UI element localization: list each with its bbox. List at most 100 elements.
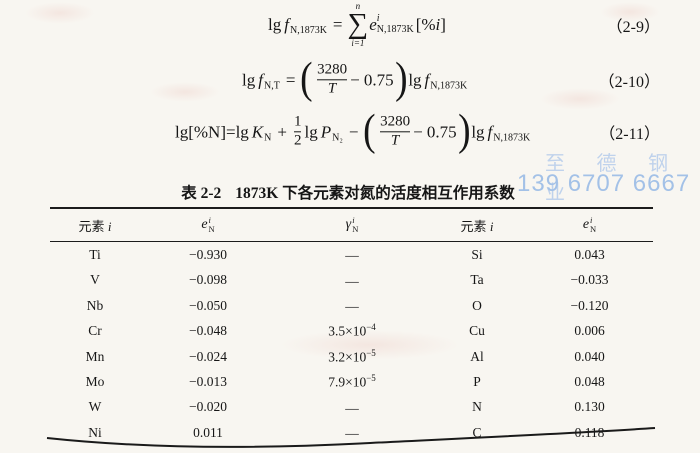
P-subscript: N₂: [332, 132, 343, 144]
lg-operator: lg: [304, 121, 318, 141]
gamma-coefficient: —: [276, 272, 428, 290]
open-paren: (: [300, 53, 313, 103]
equation-number-2-11: （2-11）: [599, 126, 660, 143]
close-paren: ): [457, 105, 471, 155]
f-variable: f: [424, 69, 430, 89]
close-paren: ): [394, 53, 408, 103]
header-element-right: 元素 i: [460, 218, 494, 234]
equation-number-2-9: （2-9）: [606, 19, 660, 36]
e-coefficient-right: −0.033: [570, 272, 609, 288]
gamma-coefficient: 3.5×10−4: [276, 322, 428, 340]
e-coefficient-left: −0.048: [189, 323, 227, 339]
table-row: V −0.098 — Ta −0.033: [50, 268, 653, 293]
gamma-exponent: −5: [366, 373, 376, 384]
fraction-3280-T: 3280 T: [317, 61, 348, 98]
e-coefficient-right: −0.120: [570, 297, 609, 313]
sigma-icon: ∑: [347, 8, 369, 41]
f-variable: f: [284, 14, 289, 34]
f-subscript: N,T: [263, 80, 280, 92]
e-coefficient-left: 0.011: [193, 424, 223, 440]
element-symbol-left: Ti: [89, 247, 101, 263]
gamma-coefficient: —: [276, 297, 428, 315]
e-coefficient-right: 0.043: [574, 247, 605, 263]
e-coefficient-left: −0.930: [189, 247, 227, 263]
scan-smudge: [25, 2, 95, 24]
lg-operator: lg: [471, 121, 485, 141]
fraction-3280-T: 3280 T: [380, 113, 411, 150]
element-symbol-left: W: [88, 399, 102, 415]
equation-number-2-10: （2-10）: [598, 74, 660, 91]
element-symbol-left: Cr: [88, 323, 102, 339]
gamma-base: —: [345, 298, 359, 314]
gamma-coefficient: —: [276, 424, 428, 442]
e-coefficient-right: 0.118: [574, 424, 605, 440]
table-row: Mo −0.013 7.9×10−5 P 0.048: [50, 369, 653, 394]
table-row: Ti −0.930 — Si 0.043: [50, 242, 653, 267]
table-row: Mn −0.024 3.2×10−5 Al 0.040: [50, 344, 653, 369]
element-symbol-right: Al: [470, 348, 484, 364]
gamma-exponent: −5: [366, 347, 376, 358]
lg-operator: lg: [242, 69, 256, 89]
table-row: W −0.020 — N 0.130: [50, 395, 653, 420]
table-header-underline: [50, 240, 653, 243]
e-coefficient-variable: e: [369, 14, 377, 34]
lg-operator: lg: [268, 14, 282, 34]
sum-upper-limit: n: [355, 1, 361, 12]
fraction-numerator: 1: [293, 113, 302, 130]
gamma-base: 7.9×10: [328, 374, 367, 390]
equation-2-9: lg f N,1873K = n ∑ i=1 e i N,1873K [% i]: [268, 2, 446, 48]
sum-lower-limit: i=1: [351, 37, 365, 48]
table-title-text: 1873K 下各元素对氮的活度相互作用系数: [235, 185, 515, 202]
gamma-coefficient: 7.9×10−5: [276, 373, 428, 391]
element-symbol-left: Mo: [85, 374, 105, 390]
e-coefficient-left: −0.013: [189, 374, 227, 390]
f-subscript: N,1873K: [289, 25, 327, 37]
gamma-base: —: [345, 400, 359, 416]
e-subscript: N,1873K: [376, 23, 414, 35]
element-symbol-right: Ta: [470, 272, 484, 288]
gamma-coefficient: —: [276, 246, 428, 264]
plus-sign: +: [277, 121, 287, 141]
header-element-left: 元素 i: [78, 218, 112, 234]
gamma-base: —: [345, 425, 359, 441]
table-title: 表 2-2 1873K 下各元素对氮的活度相互作用系数: [45, 181, 651, 203]
e-coefficient-left: −0.024: [189, 348, 227, 364]
fraction-numerator: 3280: [380, 113, 411, 130]
gamma-coefficient: 3.2×10−5: [276, 348, 428, 366]
gamma-base: —: [345, 273, 359, 289]
element-symbol-left: Ni: [88, 424, 102, 440]
scan-smudge: [150, 82, 220, 102]
element-symbol-right: Si: [471, 247, 483, 263]
e-coefficient-left: −0.098: [189, 272, 227, 288]
element-symbol-left: V: [90, 272, 100, 288]
table-top-border: [50, 207, 653, 210]
f-variable: f: [258, 69, 263, 89]
bracket-open: [%: [415, 14, 436, 34]
equals-sign: =: [332, 14, 343, 34]
open-paren: (: [363, 105, 376, 155]
gamma-base: 3.5×10: [328, 323, 367, 339]
lhs-expression: lg[%N]=lg: [175, 121, 249, 141]
fraction-numerator: 3280: [317, 61, 348, 78]
e-coefficient-right: 0.130: [574, 399, 605, 415]
fraction-denominator: T: [327, 80, 337, 97]
e-supsub: i N,1873K: [377, 14, 414, 35]
P-variable: P: [320, 121, 332, 141]
bracket-variable: i: [435, 14, 441, 34]
e-coefficient-right: 0.040: [574, 348, 605, 364]
equals-sign: =: [285, 69, 296, 89]
equation-2-10: lg f N,T = ( 3280 T − 0.75 ) lg f N,1873K: [242, 53, 469, 103]
f-subscript: N,1873K: [493, 132, 531, 144]
table-body: Ti −0.930 — Si 0.043 V −0.098 — Ta −0.033 Nb −0.050…: [50, 242, 653, 445]
element-symbol-right: C: [472, 424, 482, 440]
gamma-coefficient: —: [276, 399, 428, 417]
table-number-label: 表 2-2: [181, 185, 222, 202]
gamma-base: —: [345, 247, 359, 263]
e-superscript: i: [376, 13, 380, 25]
K-subscript: N: [264, 132, 272, 144]
lg-operator: lg: [408, 69, 422, 89]
